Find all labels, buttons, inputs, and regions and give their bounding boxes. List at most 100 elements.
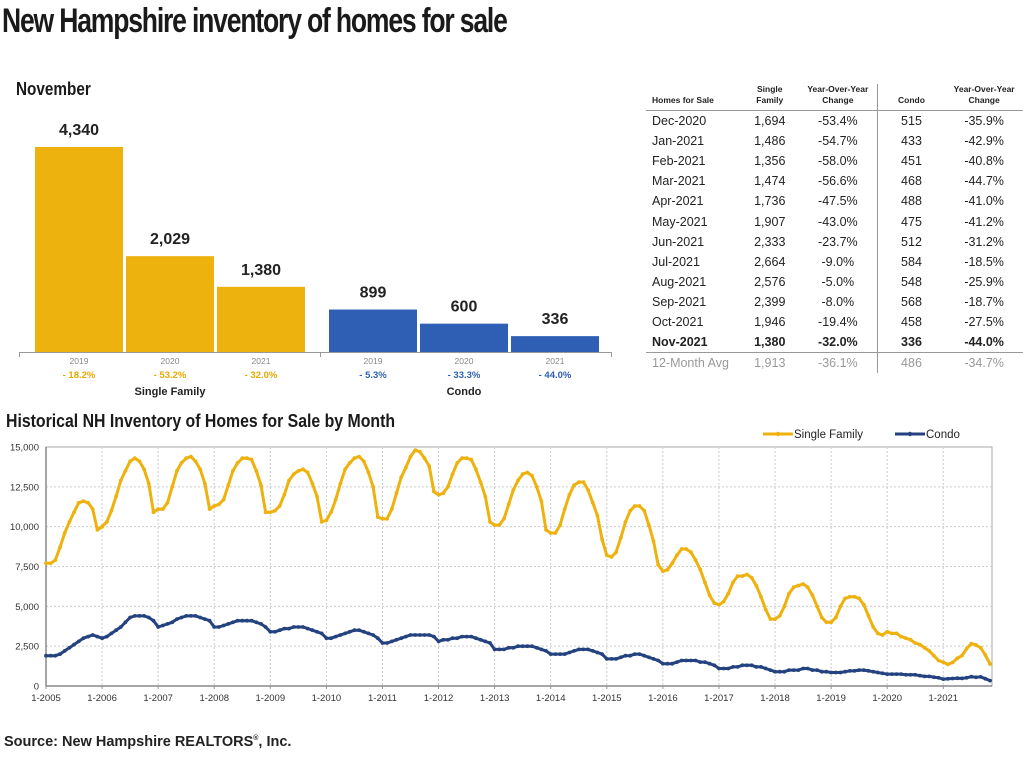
data-point-condo: [974, 675, 978, 680]
data-point-single-family: [918, 642, 922, 647]
data-point-single-family: [123, 469, 128, 473]
data-point-condo: [207, 618, 212, 623]
table-row: Jan-2021 1,486 -54.7% 433 -42.9%: [646, 131, 1023, 152]
data-point-condo: [137, 614, 142, 618]
col-header-homes-for-sale: Homes for Sale: [646, 84, 741, 111]
data-point-single-family: [875, 631, 880, 636]
data-point-single-family: [497, 523, 502, 527]
condo-cell: 584: [876, 251, 946, 272]
data-point-condo: [824, 669, 829, 674]
data-point-single-family: [291, 472, 296, 476]
data-point-single-family: [805, 585, 810, 590]
data-point-single-family: [249, 457, 254, 462]
table-row: Aug-2021 2,576 -5.0% 548 -25.9%: [646, 271, 1023, 292]
data-point-condo: [768, 668, 773, 672]
data-point-single-family: [941, 660, 946, 665]
data-point-condo: [273, 629, 277, 634]
data-point-condo: [67, 645, 72, 650]
data-point-condo: [861, 668, 866, 672]
data-point-single-family: [801, 582, 805, 586]
condo-yoy-cell: -25.9%: [964, 274, 1004, 289]
data-point-condo: [801, 666, 805, 671]
data-point-single-family: [516, 478, 520, 483]
data-point-single-family: [310, 481, 315, 486]
data-point-single-family: [235, 461, 240, 465]
data-point-single-family: [403, 465, 408, 470]
data-point-condo: [899, 672, 904, 676]
data-point-condo: [427, 633, 432, 637]
data-point-condo: [217, 625, 221, 629]
data-point-condo: [165, 622, 170, 626]
sf-yoy-cell: -56.6%: [818, 174, 858, 189]
month-cell: Oct-2021: [652, 314, 704, 329]
single-family-cell: 1,356: [754, 154, 786, 169]
col-header-condo: Condo: [876, 84, 946, 111]
data-point-single-family: [189, 454, 193, 459]
data-point-condo: [567, 650, 572, 655]
data-point-condo: [347, 629, 352, 634]
data-point-single-family: [81, 499, 86, 504]
data-point-condo: [759, 665, 763, 669]
data-point-single-family: [156, 507, 161, 511]
data-point-condo: [109, 631, 114, 636]
data-point-condo: [810, 668, 815, 672]
data-point-single-family: [53, 558, 58, 562]
data-point-single-family: [193, 459, 198, 464]
data-point-condo: [745, 663, 749, 668]
bar-single-family-2020: [126, 256, 214, 352]
x-tick-label: 1-2020: [872, 693, 902, 704]
data-point-single-family: [268, 510, 273, 515]
data-point-condo: [604, 657, 609, 661]
data-point-single-family: [983, 653, 988, 657]
month-cell: Feb-2021: [652, 154, 706, 169]
data-point-condo: [338, 633, 343, 637]
data-point-condo: [670, 661, 675, 666]
data-point-condo: [296, 625, 301, 629]
data-point-single-family: [175, 469, 179, 473]
bar-condo-2019: [329, 309, 417, 352]
data-point-condo: [857, 668, 861, 672]
x-tick-label: 1-2021: [928, 693, 958, 704]
data-point-condo: [609, 657, 614, 661]
bar-change-label: - 5.3%: [359, 370, 387, 381]
data-point-condo: [128, 615, 133, 620]
data-point-single-family: [450, 472, 455, 476]
bar-year-label: 2019: [364, 356, 383, 366]
table-row: Feb-2021 1,356 -58.0% 451 -40.8%: [646, 151, 1023, 172]
data-point-single-family: [908, 637, 913, 642]
data-point-single-family: [413, 448, 418, 453]
month-cell: Dec-2020: [652, 114, 707, 129]
data-point-single-family: [170, 484, 175, 489]
data-point-single-family: [964, 646, 969, 651]
data-point-condo: [76, 639, 81, 644]
data-point-condo: [894, 672, 899, 676]
data-point-single-family: [520, 472, 525, 476]
data-point-single-family: [109, 508, 114, 513]
month-cell: Jul-2021: [652, 254, 700, 269]
data-point-condo: [689, 658, 693, 663]
data-point-condo: [581, 647, 586, 652]
table-row: Nov-2021 1,380 -32.0% 336 -44.0%: [646, 332, 1023, 354]
data-point-condo: [656, 658, 661, 663]
condo-yoy-cell: -41.0%: [964, 194, 1004, 209]
table-row: Oct-2021 1,946 -19.4% 458 -27.5%: [646, 311, 1023, 333]
data-point-single-family: [333, 497, 338, 502]
data-point-condo: [287, 626, 291, 631]
data-point-single-family: [324, 518, 329, 523]
data-point-condo: [72, 642, 76, 647]
data-point-condo: [731, 665, 735, 669]
data-point-single-family: [506, 502, 511, 507]
data-point-condo: [679, 658, 684, 663]
data-point-single-family: [656, 563, 661, 567]
month-cell: Apr-2021: [652, 194, 704, 209]
data-point-condo: [394, 637, 399, 642]
data-point-condo: [380, 641, 385, 645]
data-point-single-family: [647, 523, 651, 527]
data-point-single-family: [721, 599, 726, 604]
data-point-single-family: [511, 488, 516, 492]
data-point-single-family: [969, 641, 974, 646]
table-row: Apr-2021 1,736 -47.5% 488 -41.0%: [646, 191, 1023, 212]
x-tick-label: 1-2019: [816, 693, 846, 704]
data-point-condo: [511, 645, 516, 650]
data-point-condo: [184, 614, 189, 618]
